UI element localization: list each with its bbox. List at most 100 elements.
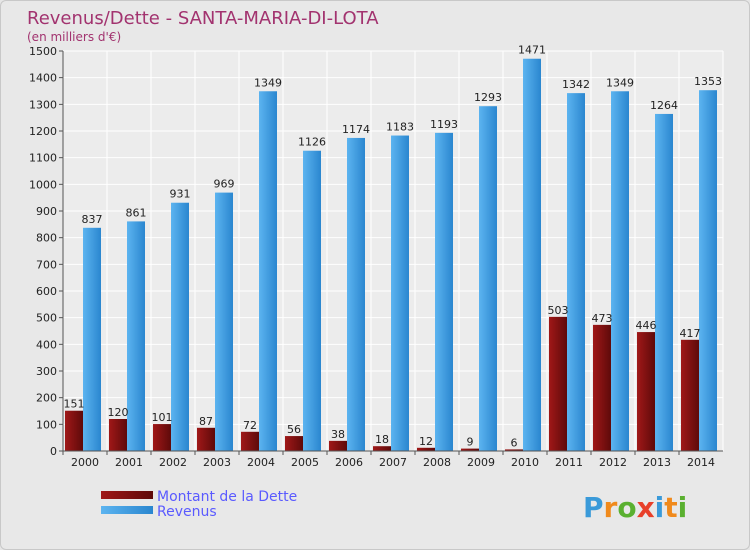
x-tick-label: 2009: [467, 456, 495, 469]
data-label-revenus: 931: [170, 188, 191, 201]
data-label-dette: 56: [287, 423, 301, 436]
legend-swatch: [101, 491, 153, 499]
y-tick-label: 400: [36, 338, 57, 351]
axis-layer: 0 100 200 300 400 500 600 700 800 900 1000 1100 1200…: [29, 45, 723, 469]
data-label-revenus: 1353: [694, 75, 722, 88]
bar-dette: [417, 447, 435, 451]
data-label-dette: 72: [243, 419, 257, 432]
bar-revenus: [567, 93, 585, 451]
bar-revenus: [303, 150, 321, 451]
bar-dette: [461, 448, 479, 451]
y-tick-label: 1000: [29, 178, 57, 191]
bar-revenus: [523, 58, 541, 451]
data-label-revenus: 1183: [386, 121, 414, 134]
bar-dette: [637, 332, 655, 451]
data-label-dette: 12: [419, 435, 433, 448]
bar-revenus: [171, 202, 189, 451]
y-tick-label: 800: [36, 232, 57, 245]
data-label-dette: 38: [331, 428, 345, 441]
data-label-dette: 446: [636, 319, 657, 332]
x-tick-label: 2014: [687, 456, 715, 469]
logo-letter: t: [664, 491, 677, 524]
x-tick-label: 2011: [555, 456, 583, 469]
x-tick-label: 2013: [643, 456, 671, 469]
bar-dette: [373, 446, 391, 451]
bar-revenus: [655, 113, 673, 451]
data-label-dette: 120: [108, 406, 129, 419]
bar-dette: [109, 419, 127, 451]
data-label-revenus: 1174: [342, 123, 370, 136]
bar-dette: [681, 339, 699, 451]
bar-dette: [285, 436, 303, 451]
chart-title: Revenus/Dette - SANTA-MARIA-DI-LOTA: [27, 8, 379, 29]
bar-revenus: [391, 135, 409, 452]
data-label-revenus: 1126: [298, 136, 326, 149]
x-tick-label: 2004: [247, 456, 275, 469]
bar-dette: [329, 440, 347, 451]
x-tick-label: 2001: [115, 456, 143, 469]
y-tick-label: 1100: [29, 152, 57, 165]
x-tick-label: 2005: [291, 456, 319, 469]
legend-label: Montant de la Dette: [157, 489, 297, 505]
data-label-revenus: 861: [126, 206, 147, 219]
y-tick-label: 1300: [29, 98, 57, 111]
bar-revenus: [215, 192, 233, 451]
bar-revenus: [259, 91, 277, 452]
data-label-dette: 503: [548, 304, 569, 317]
bar-dette: [153, 424, 171, 451]
data-label-dette: 6: [511, 436, 518, 449]
bar-revenus: [347, 137, 365, 451]
data-label-dette: 473: [592, 312, 613, 325]
legend-swatch: [101, 506, 153, 514]
bar-dette: [241, 431, 259, 451]
data-label-revenus: 1193: [430, 118, 458, 131]
bar-dette: [197, 427, 215, 451]
bar-revenus: [699, 90, 717, 451]
y-tick-label: 600: [36, 285, 57, 298]
y-tick-label: 1200: [29, 125, 57, 138]
data-label-dette: 9: [467, 436, 474, 449]
data-label-revenus: 1342: [562, 78, 590, 91]
bar-dette: [505, 449, 523, 451]
x-tick-label: 2012: [599, 456, 627, 469]
bar-dette: [593, 324, 611, 451]
labels-layer: 151 837 120 861 101 931 87 969 72 1349 56 1126 38 117…: [64, 44, 723, 450]
data-label-dette: 87: [199, 415, 213, 428]
y-tick-label: 500: [36, 312, 57, 325]
bars-layer: [65, 58, 717, 452]
data-label-revenus: 1293: [474, 91, 502, 104]
y-tick-label: 100: [36, 418, 57, 431]
y-tick-label: 200: [36, 392, 57, 405]
x-tick-label: 2007: [379, 456, 407, 469]
x-tick-label: 2006: [335, 456, 363, 469]
bar-revenus: [435, 132, 453, 451]
y-tick-label: 700: [36, 258, 57, 271]
legend-label: Revenus: [157, 504, 217, 520]
bar-revenus: [479, 106, 497, 451]
data-label-dette: 101: [152, 411, 173, 424]
data-label-dette: 417: [680, 327, 701, 340]
proxiti-logo: Proxiti: [583, 491, 687, 524]
data-label-dette: 151: [64, 398, 85, 411]
data-label-revenus: 837: [82, 213, 103, 226]
logo-letter: o: [617, 491, 636, 524]
x-tick-label: 2008: [423, 456, 451, 469]
bar-revenus: [611, 91, 629, 452]
x-tick-label: 2003: [203, 456, 231, 469]
x-tick-label: 2000: [71, 456, 99, 469]
bar-revenus: [83, 227, 101, 451]
logo-letter: r: [604, 491, 618, 524]
x-tick-label: 2002: [159, 456, 187, 469]
y-tick-label: 1400: [29, 72, 57, 85]
logo-letter: P: [583, 491, 604, 524]
x-tick-label: 2010: [511, 456, 539, 469]
chart-subtitle: (en milliers d'€): [27, 30, 121, 44]
y-tick-label: 300: [36, 365, 57, 378]
y-tick-label: 900: [36, 205, 57, 218]
data-label-revenus: 1471: [518, 44, 546, 57]
bar-dette: [65, 410, 83, 451]
data-label-dette: 18: [375, 433, 389, 446]
data-label-revenus: 969: [214, 178, 235, 191]
